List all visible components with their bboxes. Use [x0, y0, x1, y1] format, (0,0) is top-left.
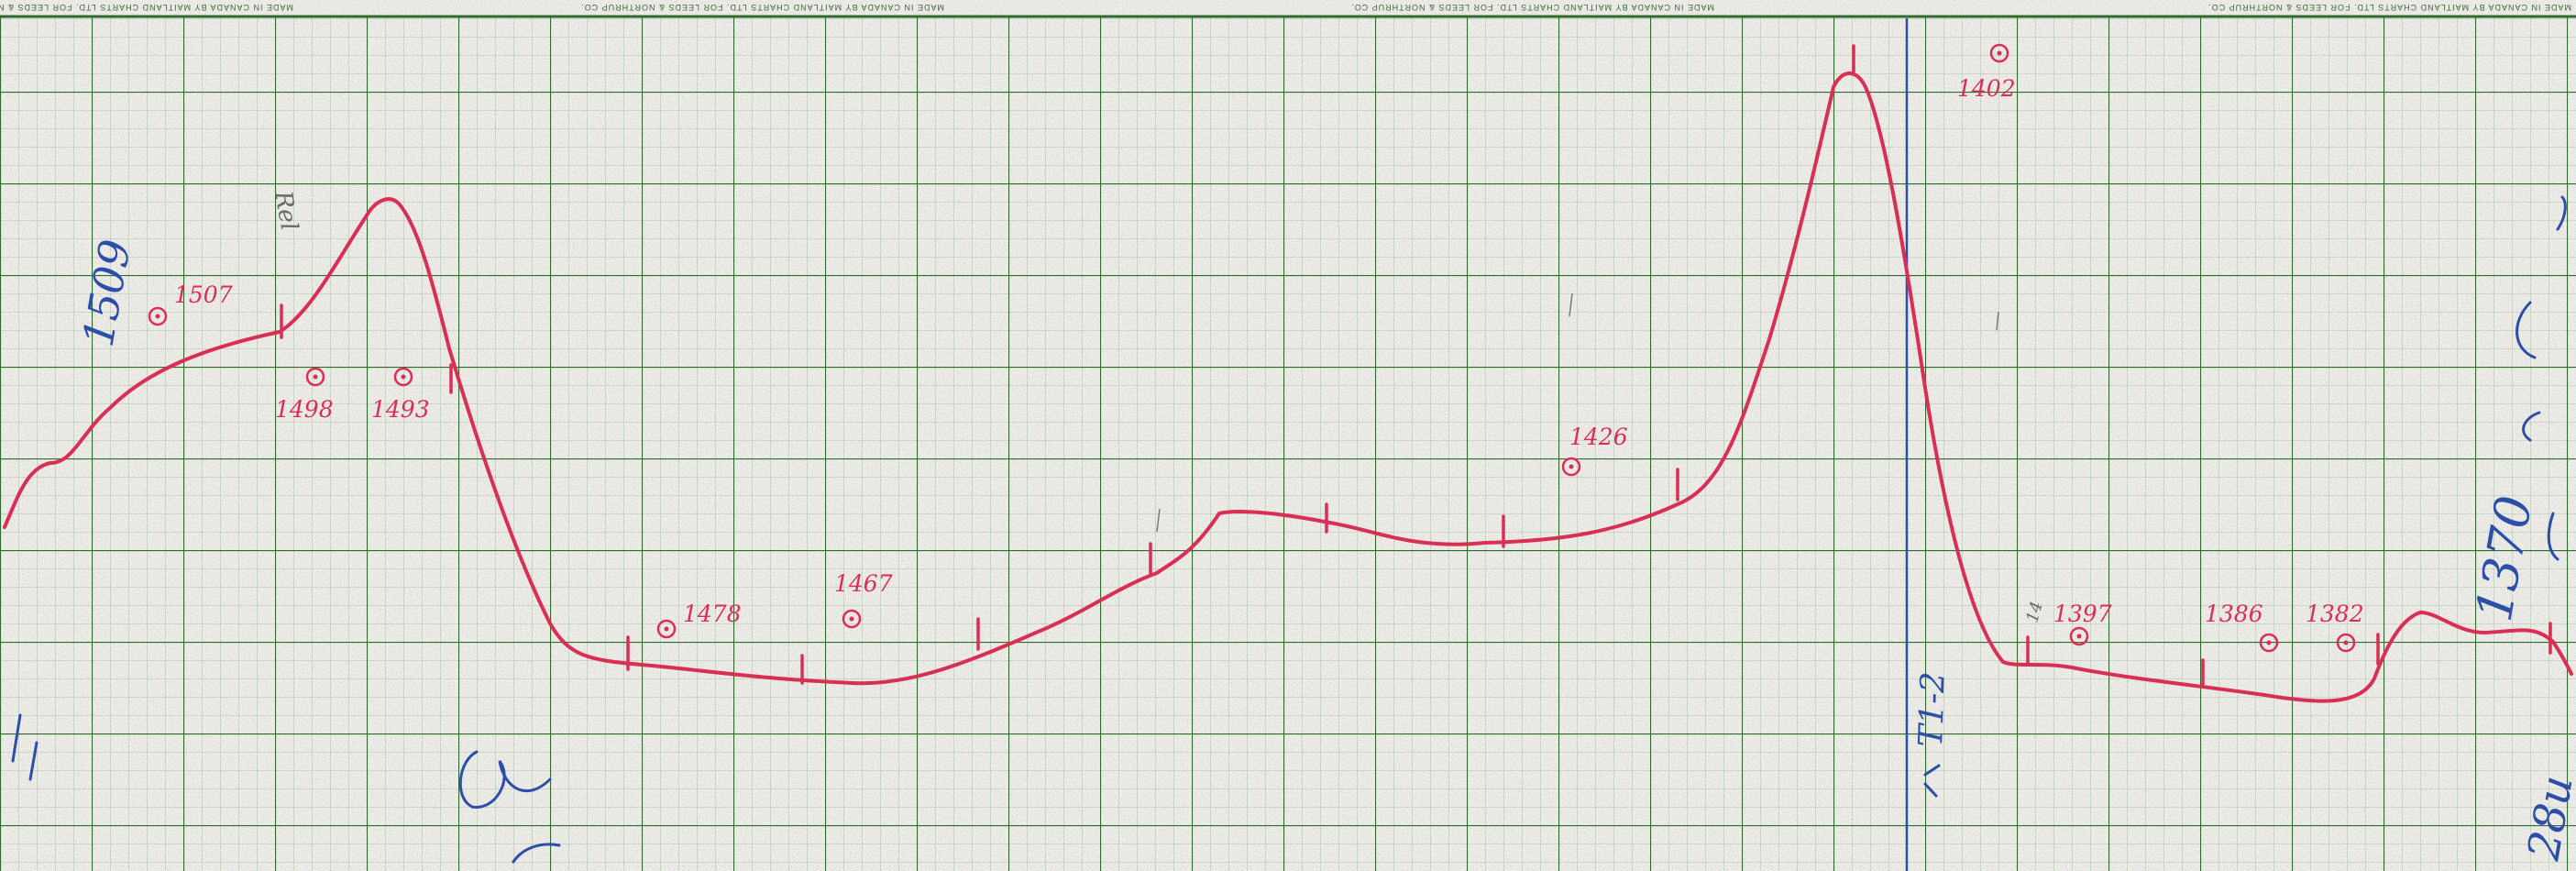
sample-marker — [1989, 43, 2009, 63]
sample-marker — [2259, 633, 2279, 653]
pencil-marks — [1156, 292, 1999, 533]
printed-header-text: MADE IN CANADA BY MAITLAND CHARTS LTD. F… — [2207, 3, 2571, 12]
sample-marker — [656, 619, 677, 639]
annotation-1493: 1493 — [371, 396, 430, 423]
printed-header-text: MADE IN CANADA BY MAITLAND CHARTS LTD. F… — [1350, 3, 1714, 12]
major-grid — [0, 17, 2576, 871]
recorder-trace — [3, 72, 2573, 703]
sample-marker — [148, 306, 168, 326]
sample-marker — [2069, 626, 2089, 646]
printed-header: MADE IN CANADA BY MAITLAND CHARTS LTD. F… — [0, 3, 2571, 12]
annotation-1498: 1498 — [275, 396, 334, 423]
sample-marker — [305, 367, 325, 387]
printed-header-text: MADE IN CANADA BY MAITLAND CHARTS LTD. F… — [0, 3, 293, 12]
annotation-1386: 1386 — [2205, 601, 2263, 627]
printed-header-text: MADE IN CANADA BY MAITLAND CHARTS LTD. F… — [580, 3, 944, 12]
sample-marker — [842, 609, 862, 629]
annotation-1507: 1507 — [174, 281, 233, 308]
annotation-1467: 1467 — [834, 570, 893, 597]
sample-marker — [2336, 633, 2356, 653]
annotation-1426: 1426 — [1569, 424, 1628, 450]
annotation-1382: 1382 — [2306, 601, 2364, 627]
sample-markers — [148, 43, 2356, 653]
annotation-1397: 1397 — [2053, 601, 2112, 627]
annotation-1478: 1478 — [683, 601, 742, 627]
sample-marker — [1561, 457, 1581, 477]
blue-ink-scribbles — [11, 195, 2567, 864]
sample-marker — [393, 367, 413, 387]
annotation-t1-2: T1-2 — [1912, 671, 1953, 747]
annotation-1402: 1402 — [1957, 75, 2016, 102]
trace-ticks — [280, 44, 2552, 688]
